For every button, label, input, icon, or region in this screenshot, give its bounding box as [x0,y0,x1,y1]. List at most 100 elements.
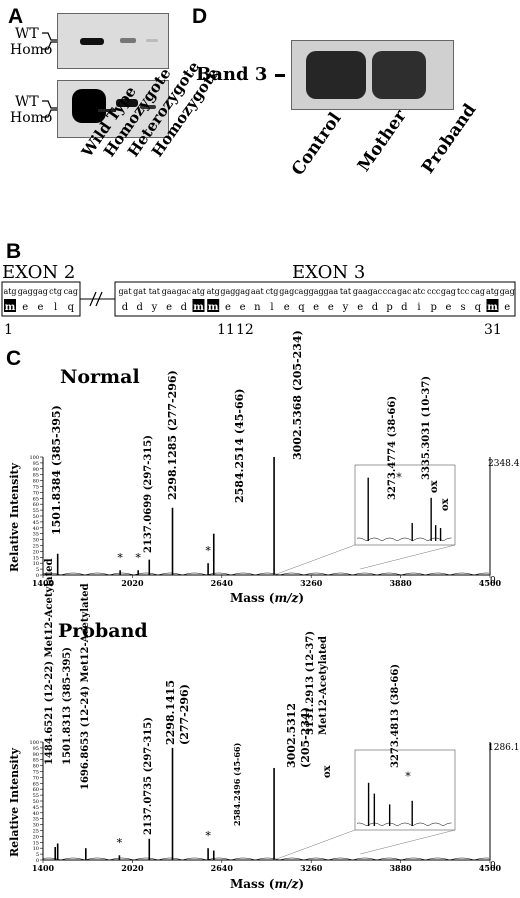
peak-label: 2298.1285 (277-296) [166,370,179,500]
amino-acid: m [193,302,204,313]
y-tick-label: 95 [33,461,39,467]
blot-d [291,40,454,110]
blot-band [306,51,366,99]
right-axis-zero: 0 [490,861,496,871]
y-tick-label: 60 [33,787,39,793]
codon: ctg [49,287,62,296]
inset-frame [354,464,456,546]
x-tick-label: 4500 [479,578,502,588]
ox-label: ox [429,480,440,493]
y-tick-label: 10 [33,846,39,852]
amino-acid: m [208,302,219,313]
y-tick-label: 60 [33,502,39,508]
y-tick-label: 30 [33,823,39,829]
right-axis-zero: 0 [490,576,496,586]
lane-label-control: Control [288,109,346,180]
peak-label: 1484.6521 (12-22) Met12-Acetylated [44,558,55,765]
codon: gaa [162,287,177,296]
exon-3-title: EXON 3 [292,262,366,283]
amino-acid: e [504,302,510,313]
inset-connector [360,829,456,855]
y-tick-label: 25 [33,544,39,550]
star-marker: * [396,471,402,484]
y-axis-label: Relative Intensity [8,463,21,572]
blot-band [140,105,156,109]
y-tick-label: 95 [33,746,39,752]
marker-brackets [42,32,57,118]
blot-a-top [57,13,169,69]
max-intensity-label: 1286.1 [488,743,520,753]
y-tick-label: 85 [33,758,39,764]
y-tick-label: 15 [33,840,39,846]
peak-label: 2298.1415 [164,679,177,745]
codon: gat [133,287,147,296]
x-tick-label: 2020 [121,578,144,588]
x-tick-label: 3260 [300,578,323,588]
amino-acid: s [461,302,466,313]
codon: gag [220,287,235,296]
amino-acid: d [401,302,408,313]
marker-homo: Homo [10,42,53,58]
amino-acid: e [166,302,172,313]
ox-label: ox [440,498,451,511]
max-intensity-label: 2348.4 [488,459,520,469]
band-3-tick [275,74,285,77]
amino-acid: l [270,302,273,313]
codon: gaa [323,287,338,296]
peak-label: 2137.0699 (297-315) [143,435,154,553]
peak-label: 2584.2496 (45-66) [232,742,242,826]
y-tick-label: 0 [36,858,39,864]
y-tick-label: 100 [29,740,39,746]
codon: gag [441,287,456,296]
codon: cca [383,287,397,296]
y-tick-label: 35 [33,532,39,538]
amino-acid: e [37,302,43,313]
band-3-label: Band 3 [196,64,268,85]
panel-a-label: A [8,5,24,28]
blot-band [372,51,426,99]
x-tick-label: 3260 [300,863,323,873]
peak-label: 3273.4813 (38-66) [390,663,401,768]
inset-noise [356,822,452,827]
marker-wt: WT [15,94,39,110]
codon: gac [368,287,383,296]
peak-label: 1501.8384 (385-395) [50,405,63,535]
peak-label: 2584.2514 (45-66) [233,388,246,503]
marker-homo: Homo [10,110,53,126]
peak-label: 3335.3031 (10-37) [421,375,432,480]
x-tick-label: 3880 [389,863,412,873]
y-tick-label: 80 [33,479,39,485]
x-tick-label: 3880 [389,578,412,588]
spectrum-normal-title: Normal [60,366,140,388]
exon-2-title: EXON 2 [2,262,76,283]
lane-label-proband: Proband [418,100,481,178]
y-tick-label: 75 [33,770,39,776]
panel-d-label: D [192,5,208,28]
amino-acid: p [386,302,392,313]
inset-connector [273,544,356,576]
methionine-highlight [486,299,499,312]
codon: cag [294,287,308,296]
x-axis-label: Mass (m/z) [230,877,305,891]
blot-band [120,38,136,43]
codon: cag [64,287,78,296]
amino-acid: q [298,302,305,313]
amino-acid: i [417,302,420,313]
y-tick-label: 35 [33,817,39,823]
codon: gac [177,287,192,296]
codon: gaa [353,287,368,296]
peak-label: 2137.0735 (297-315) [143,717,154,835]
codon: gac [397,287,412,296]
y-tick-label: 10 [33,561,39,567]
amino-acid: e [284,302,290,313]
blot-band [72,89,106,123]
y-tick-label: 15 [33,555,39,561]
x-tick-label: 2640 [211,863,234,873]
codon: cag [471,287,485,296]
amino-acid: l [54,302,57,313]
baseline-noise [42,857,490,861]
peak-label: 1501.8313 (385-395) [62,647,73,765]
position-12: 12 [236,322,254,338]
